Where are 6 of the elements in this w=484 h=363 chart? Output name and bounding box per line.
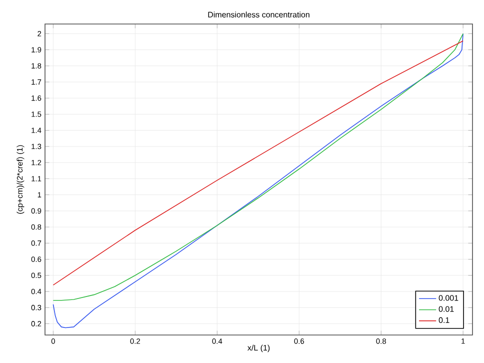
legend-label: 0.01 bbox=[438, 306, 454, 312]
legend-label: 0.1 bbox=[438, 317, 450, 323]
x-axis-title: x/L (1) bbox=[248, 344, 270, 352]
legend-label: 0.001 bbox=[438, 295, 458, 301]
y-axis-title: (cp+cm)/(2*cref) (1) bbox=[16, 145, 24, 214]
chart-title: Dimensionless concentration bbox=[208, 12, 310, 18]
